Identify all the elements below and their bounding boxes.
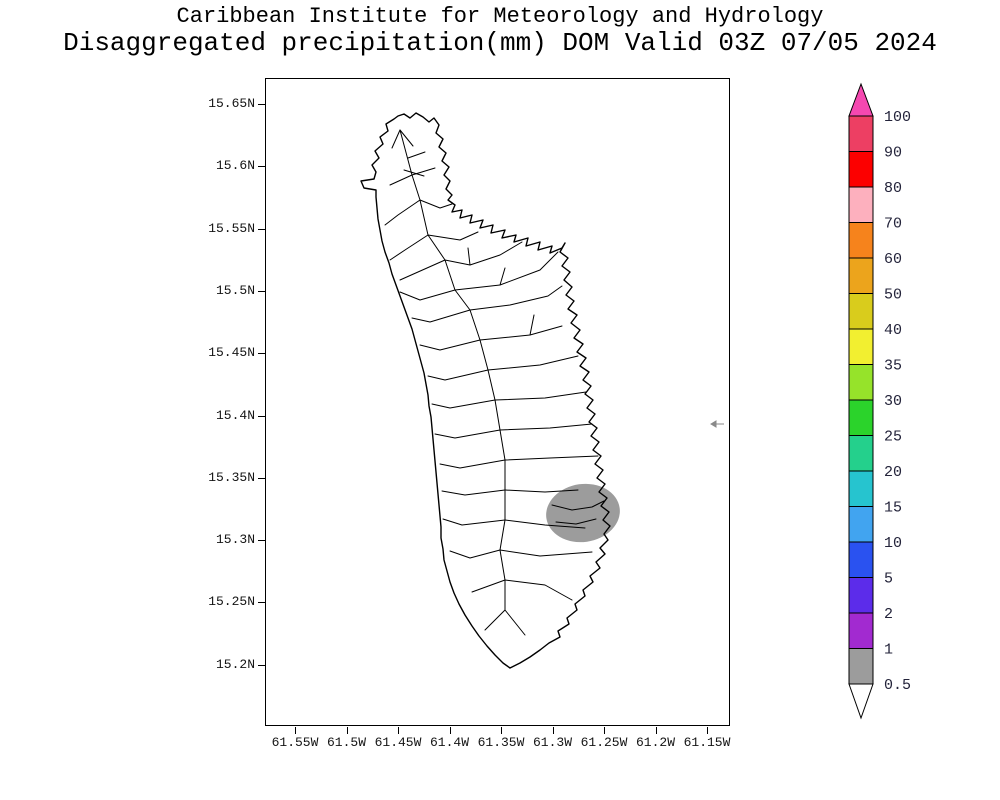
precipitation-colorbar: 100 90 80 70 60 50 40 35 30 25 20 15 10 5 2 1 0.5 — [840, 80, 930, 736]
lat-tick-mark — [258, 166, 265, 168]
lat-tick-label: 15.65N — [208, 96, 255, 111]
watershed-boundaries — [384, 129, 605, 636]
colorbar-tick-label: 50 — [884, 287, 902, 304]
lon-tick-mark — [346, 727, 348, 734]
lon-tick-label: 61.2W — [635, 735, 675, 750]
lon-tick-mark — [552, 727, 554, 734]
colorbar-band — [848, 435, 874, 472]
map-frame — [265, 78, 730, 726]
colorbar-band — [848, 115, 874, 152]
lat-tick-mark — [258, 290, 265, 292]
colorbar-band — [848, 364, 874, 401]
colorbar-tick-label: 10 — [884, 535, 902, 552]
lat-tick-label: 15.25N — [208, 594, 255, 610]
lat-tick-label: 15.55N — [208, 220, 255, 236]
colorbar-band — [848, 399, 874, 436]
colorbar-band — [848, 648, 874, 685]
lon-tick-label: 61.4W — [429, 735, 469, 750]
colorbar-band — [848, 222, 874, 259]
colorbar-tick-label: 20 — [884, 464, 902, 481]
colorbar-tick-label: 0.5 — [884, 677, 911, 694]
colorbar-tick-label: 15 — [884, 500, 902, 517]
lon-tick-label: 61.25W — [580, 735, 628, 750]
lon-tick-label: 61.15W — [683, 735, 731, 750]
lon-tick-mark — [398, 727, 399, 734]
colorbar-tick-label: 40 — [884, 322, 902, 339]
lat-tick-label: 15.45N — [208, 345, 255, 361]
lon-tick-mark — [449, 727, 451, 734]
colorbar-band — [848, 257, 874, 294]
lat-tick-label: 15.5N — [215, 282, 255, 298]
lon-tick-mark — [501, 727, 502, 734]
colorbar-arrow-bottom — [848, 683, 874, 720]
lat-tick-label: 15.35N — [208, 469, 255, 485]
colorbar-band — [848, 328, 874, 365]
lon-tick-label: 61.55W — [271, 735, 319, 750]
lat-tick-label: 15.2N — [215, 656, 255, 672]
colorbar-tick-label: 30 — [884, 393, 902, 410]
edge-marker-icon — [710, 420, 724, 428]
colorbar-tick-label: 5 — [884, 571, 893, 588]
colorbar-tick-label: 35 — [884, 358, 902, 375]
colorbar-tick-label: 2 — [884, 606, 893, 623]
lat-tick-mark — [258, 664, 265, 666]
dominica-map-svg — [360, 112, 724, 669]
lat-tick-mark — [258, 477, 265, 479]
lat-tick-label: 15.6N — [215, 158, 255, 174]
colorbar-band — [848, 293, 874, 330]
lon-tick-mark — [707, 727, 708, 734]
lat-tick-mark — [258, 540, 265, 542]
colorbar-band — [848, 577, 874, 614]
colorbar-tick-label: 60 — [884, 251, 902, 268]
colorbar-svg: 100 90 80 70 60 50 40 35 30 25 20 15 10 5 2 1 0.5 — [848, 82, 911, 720]
colorbar-band — [848, 186, 874, 223]
island-fill — [361, 113, 610, 668]
figure-title-line1: Caribbean Institute for Meteorology and … — [176, 4, 824, 29]
colorbar-tick-label: 70 — [884, 216, 902, 233]
colorbar-band — [848, 612, 874, 649]
island-coastline — [360, 112, 611, 669]
lat-tick-mark — [258, 353, 265, 355]
lon-tick-mark — [655, 727, 657, 734]
lon-tick-label: 61.5W — [326, 735, 366, 750]
lat-tick-mark — [258, 602, 265, 604]
lon-tick-label: 61.35W — [477, 735, 525, 750]
lon-tick-label: 61.3W — [532, 735, 572, 750]
colorbar-band — [848, 541, 874, 578]
lat-tick-mark — [258, 104, 265, 105]
lat-tick-mark — [258, 415, 265, 417]
colorbar-tick-label: 90 — [884, 145, 902, 162]
colorbar-band — [848, 151, 874, 188]
colorbar-tick-label: 100 — [884, 109, 911, 126]
lon-tick-mark — [604, 727, 605, 734]
lat-tick-mark — [258, 228, 265, 230]
colorbar-arrow-top — [848, 82, 874, 117]
lon-tick-mark — [295, 727, 296, 734]
colorbar-tick-label: 25 — [884, 429, 902, 446]
lon-tick-label: 61.45W — [374, 735, 422, 750]
lat-tick-label: 15.4N — [215, 407, 255, 423]
lat-tick-label: 15.3N — [215, 532, 255, 548]
precipitation-shaded-area — [546, 483, 620, 543]
colorbar-band — [848, 506, 874, 543]
colorbar-band — [848, 470, 874, 507]
figure-title-line2: Disaggregated precipitation(mm) DOM Vali… — [63, 28, 937, 58]
colorbar-tick-label: 1 — [884, 642, 893, 659]
colorbar-tick-label: 80 — [884, 180, 902, 197]
